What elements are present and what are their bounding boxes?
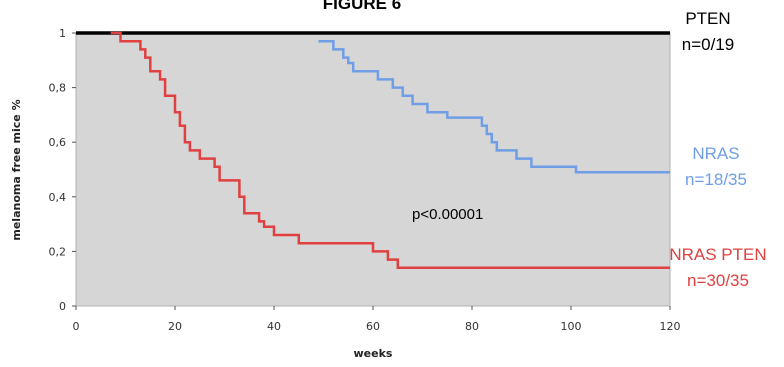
y-tick-label: 0,2 (49, 245, 67, 258)
nras-pten-survival-curve (110, 31, 670, 270)
legend-nras: NRAS n=18/35 (685, 144, 747, 189)
legend-pten: PTEN n=0/19 (682, 9, 734, 54)
y-axis-label: melanoma free mice % (10, 99, 23, 240)
y-tick-label: 0 (59, 300, 66, 313)
legend-pten-name: PTEN (685, 9, 730, 28)
x-tick-label: 100 (561, 320, 582, 333)
legend-nras-pten: NRAS PTEN n=30/35 (669, 245, 766, 290)
x-tick-label: 0 (73, 320, 80, 333)
x-tick-label: 80 (465, 320, 479, 333)
x-axis-ticks: 0 20 40 60 80 100 120 (73, 306, 681, 333)
nras-survival-curve (318, 39, 670, 174)
y-tick-label: 0,6 (49, 136, 67, 149)
y-tick-label: 0,4 (49, 191, 67, 204)
legend-pten-count: n=0/19 (682, 35, 734, 54)
y-axis-ticks: 0 0,2 0,4 0,6 0,8 1 (49, 27, 76, 313)
legend-nras-count: n=18/35 (685, 170, 747, 189)
y-tick-label: 0,8 (49, 82, 67, 95)
x-tick-label: 40 (267, 320, 281, 333)
plot-area (75, 32, 671, 307)
legend-nras-pten-name: NRAS PTEN (669, 245, 766, 264)
p-value-annotation: p<0.00001 (412, 206, 483, 223)
legend-nras-pten-count: n=30/35 (687, 271, 749, 290)
series-layer (76, 31, 670, 270)
x-axis-label: weeks (354, 347, 393, 360)
x-tick-label: 60 (366, 320, 380, 333)
x-tick-label: 120 (660, 320, 681, 333)
y-tick-label: 1 (59, 27, 66, 40)
legend-nras-name: NRAS (692, 144, 739, 163)
chart-title: FIGURE 6 (323, 0, 401, 13)
x-tick-label: 20 (168, 320, 182, 333)
